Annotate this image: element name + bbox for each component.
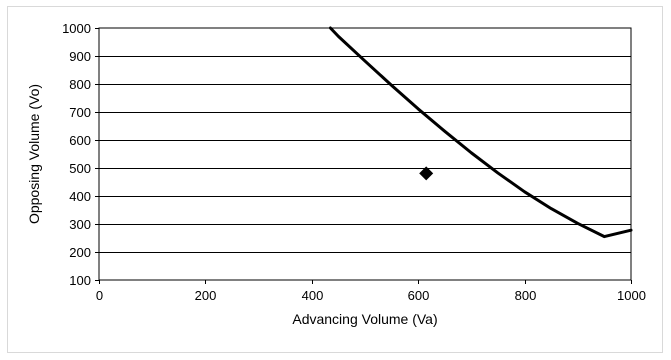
y-tick-label: 1000 — [62, 21, 91, 36]
y-tick-label: 500 — [69, 161, 91, 176]
x-tick-label: 400 — [302, 288, 324, 303]
x-axis-title: Advancing Volume (Va) — [292, 311, 437, 327]
y-axis-ticks: 100 200 300 400 500 600 700 800 900 1000 — [62, 21, 99, 288]
y-tick-label: 300 — [69, 217, 91, 232]
x-tick-label: 200 — [195, 288, 217, 303]
y-tick-label: 600 — [69, 133, 91, 148]
y-tick-label: 200 — [69, 245, 91, 260]
y-axis-title: Opposing Volume (Vo) — [26, 84, 42, 224]
x-tick-label: 1000 — [617, 288, 646, 303]
plot-area-border — [98, 27, 632, 281]
x-tick-label: 800 — [515, 288, 537, 303]
series-layer — [328, 26, 633, 239]
x-tick-label: 600 — [408, 288, 430, 303]
capacity-curve — [328, 26, 633, 239]
y-tick-label: 800 — [69, 77, 91, 92]
y-tick-label: 700 — [69, 105, 91, 120]
y-tick-label: 400 — [69, 189, 91, 204]
y-tick-label: 100 — [69, 273, 91, 288]
chart-frame — [7, 6, 663, 353]
x-axis-ticks: 0 200 400 600 800 1000 — [96, 280, 646, 303]
data-point-diamond — [419, 166, 434, 181]
x-tick-label: 0 — [96, 288, 103, 303]
y-tick-label: 900 — [69, 49, 91, 64]
grid-lines — [99, 56, 631, 253]
